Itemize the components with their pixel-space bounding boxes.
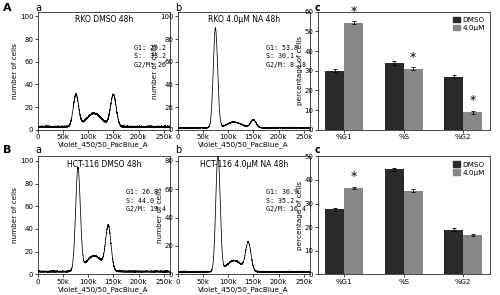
Y-axis label: number of cells: number of cells [157,187,163,243]
Text: G1: 26.8
S: 44.0
G2/M: 19.4: G1: 26.8 S: 44.0 G2/M: 19.4 [126,189,166,212]
Text: a: a [35,145,41,155]
Bar [404,191,423,274]
Text: *: * [350,4,357,17]
Text: RKO DMSO 48h: RKO DMSO 48h [74,15,133,24]
Text: *: * [350,171,357,183]
X-axis label: Violet_450/50_PacBlue_A: Violet_450/50_PacBlue_A [58,141,149,148]
Legend: DMSO, 4.0μM: DMSO, 4.0μM [452,15,486,33]
Bar [344,23,364,130]
Text: G1: 36.9
S: 35.2
G2/M: 16.4: G1: 36.9 S: 35.2 G2/M: 16.4 [266,189,306,212]
Text: G1: 29.2
S:  33.2
G2/M: 26: G1: 29.2 S: 33.2 G2/M: 26 [134,45,166,68]
Y-axis label: percentage of cells: percentage of cells [297,36,303,105]
Text: b: b [175,3,181,13]
Y-axis label: percentage of cells: percentage of cells [297,181,303,250]
Text: RKO 4.0μM NA 48h: RKO 4.0μM NA 48h [208,15,280,24]
Text: HCT-116 DMSO 48h: HCT-116 DMSO 48h [66,160,141,169]
Y-axis label: number of cells: number of cells [152,43,158,99]
X-axis label: Violet_450/50_PacBlue_A: Violet_450/50_PacBlue_A [198,286,289,293]
Text: *: * [470,94,476,107]
Text: a: a [35,3,41,13]
Bar [326,71,344,130]
Text: c: c [315,145,321,155]
X-axis label: Violet_450/50_PacBlue_A: Violet_450/50_PacBlue_A [58,286,149,293]
Bar [326,209,344,274]
Bar [384,63,404,130]
Bar [384,169,404,274]
Text: *: * [410,51,416,64]
Bar [444,77,463,130]
Bar [404,69,423,130]
X-axis label: Violet_450/50_PacBlue_A: Violet_450/50_PacBlue_A [198,141,289,148]
Y-axis label: number of cells: number of cells [12,43,18,99]
Legend: DMSO, 4.0μM: DMSO, 4.0μM [452,160,486,177]
Text: HCT-116 4.0μM NA 48h: HCT-116 4.0μM NA 48h [200,160,288,169]
Text: B: B [2,145,11,155]
Bar [344,188,364,274]
Text: G1: 53.8
S: 30.1
G2/M: 8.18: G1: 53.8 S: 30.1 G2/M: 8.18 [266,45,306,68]
Y-axis label: number of cells: number of cells [12,187,18,243]
Text: b: b [175,145,181,155]
Text: A: A [2,3,11,13]
Bar [463,235,482,274]
Text: c: c [315,3,321,13]
Bar [463,112,482,130]
Bar [444,230,463,274]
